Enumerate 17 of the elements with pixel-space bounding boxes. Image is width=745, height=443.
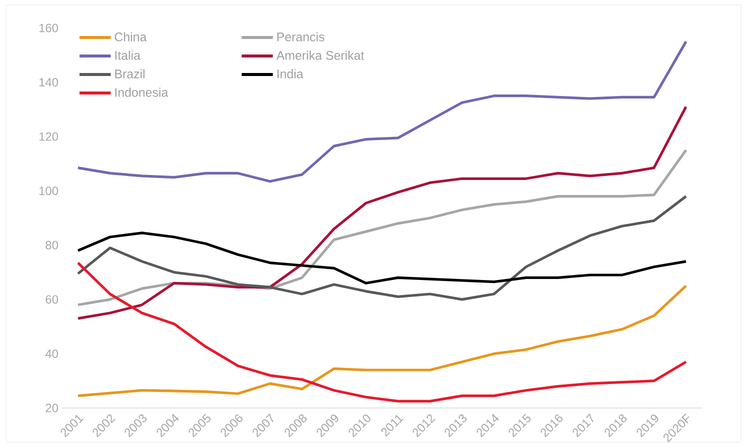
y-tick-label: 160	[39, 24, 58, 32]
legend-label: India	[277, 69, 304, 78]
y-tick-label: 120	[39, 132, 58, 141]
legend-label: Perancis	[277, 32, 324, 42]
legend-label: Italia	[115, 50, 140, 60]
y-tick-label: 20	[46, 404, 58, 412]
y-tick-label: 100	[39, 186, 58, 196]
y-tick-label: 80	[46, 240, 58, 250]
legend-label: Brazil	[115, 69, 144, 78]
legend-label: Indonesia	[115, 88, 168, 97]
y-tick-label: 40	[45, 349, 58, 358]
line-series	[76, 194, 688, 301]
y-tick-label: 140	[39, 78, 58, 87]
line-series	[76, 261, 688, 403]
legend-label: China	[114, 32, 147, 42]
legend-label: Amerika Serikat	[276, 50, 364, 60]
y-tick-label: 60	[46, 295, 58, 304]
